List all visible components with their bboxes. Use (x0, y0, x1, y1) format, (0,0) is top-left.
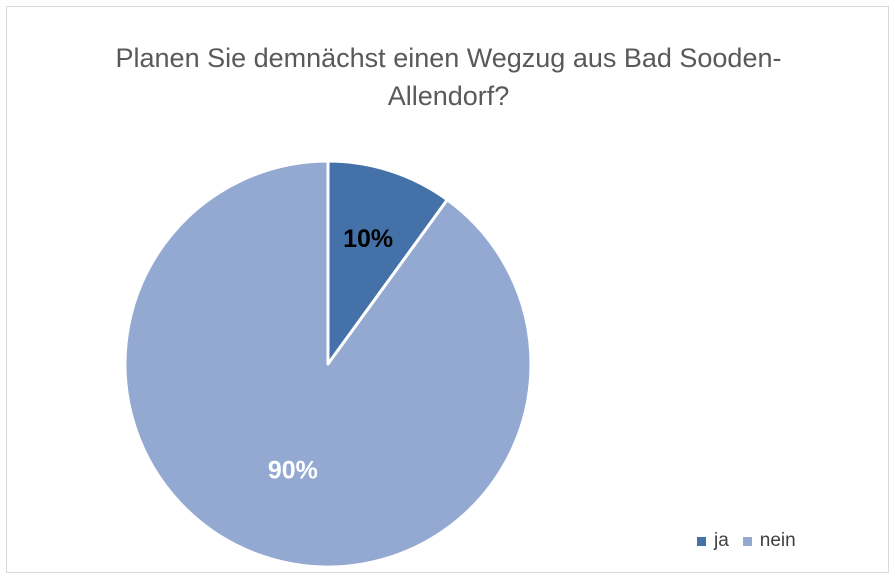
legend-swatch-nein (742, 536, 752, 546)
legend-item-nein: nein (742, 530, 796, 552)
legend-label-ja: ja (714, 530, 729, 551)
chart-title-line-2: Allendorf? (387, 81, 510, 111)
data-label-nein: 90% (268, 457, 318, 485)
legend: ja nein (697, 530, 810, 552)
legend-swatch-ja (697, 536, 706, 546)
chart-title: Planen Sie demnächst einen Wegzug aus Ba… (7, 39, 890, 115)
legend-item-ja: ja (697, 530, 729, 552)
pie-chart: 10% 90% (123, 159, 533, 569)
legend-label-nein: nein (759, 530, 796, 551)
chart-title-line-1: Planen Sie demnächst einen Wegzug aus Ba… (115, 43, 782, 73)
chart-area: Planen Sie demnächst einen Wegzug aus Ba… (6, 6, 889, 573)
pie-slice-nein (123, 159, 533, 569)
data-label-ja: 10% (343, 225, 393, 253)
pie-slice-ja (326, 159, 449, 366)
